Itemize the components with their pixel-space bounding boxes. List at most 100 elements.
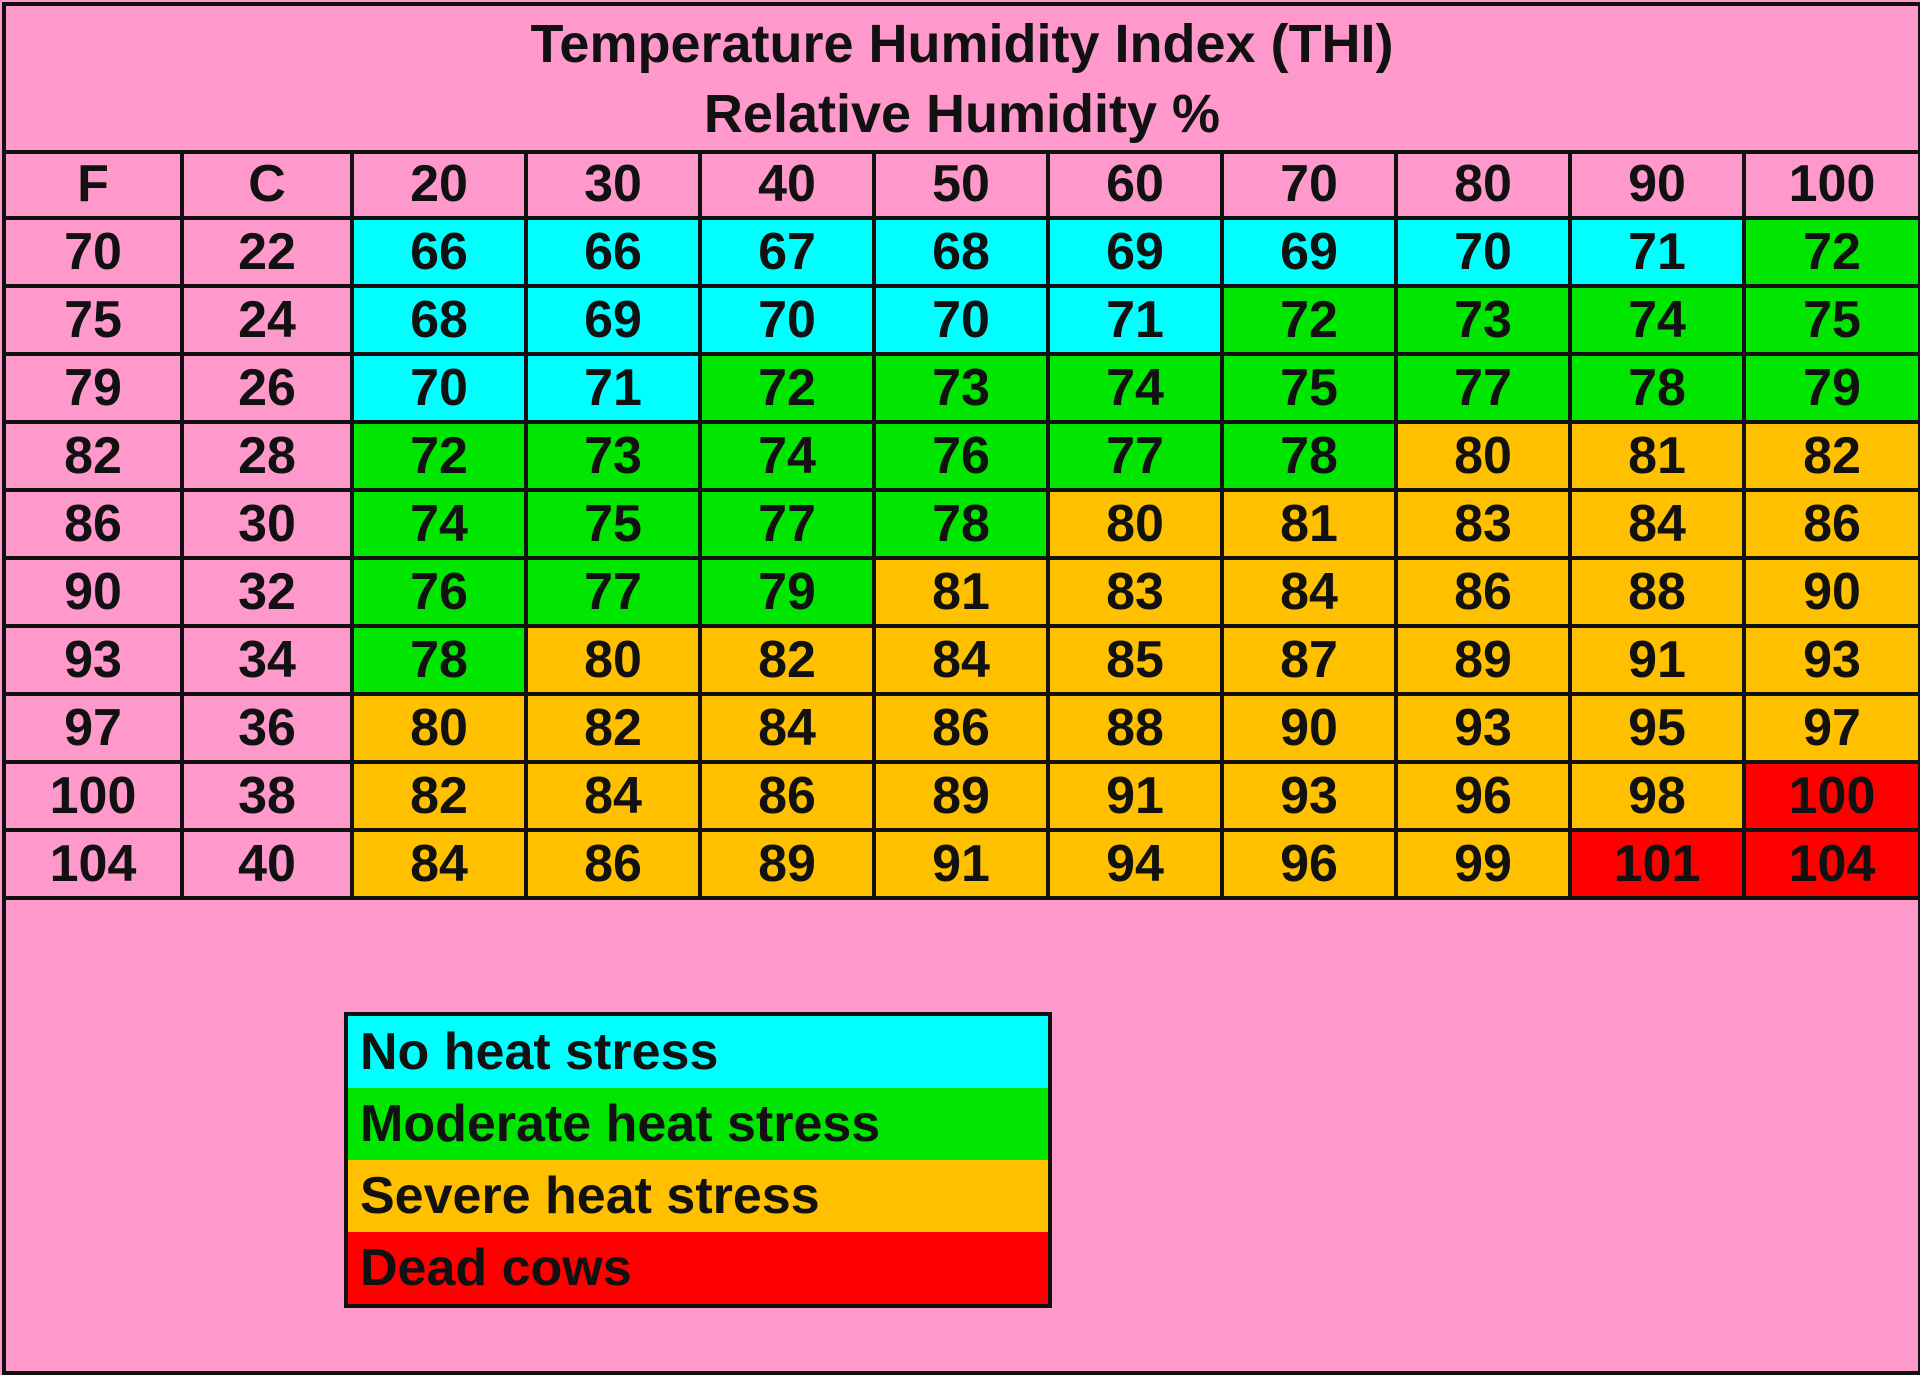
temp-f-cell: 79 [6, 352, 184, 424]
thi-cell: 72 [1742, 216, 1918, 288]
header-humidity: 40 [698, 152, 876, 220]
thi-cell: 89 [872, 760, 1050, 832]
header-humidity: 50 [872, 152, 1050, 220]
temp-f-cell: 100 [6, 760, 184, 832]
temp-f-cell: 93 [6, 624, 184, 696]
thi-cell: 86 [524, 828, 702, 900]
thi-cell: 78 [1220, 420, 1398, 492]
thi-cell: 81 [1568, 420, 1746, 492]
thi-cell: 84 [872, 624, 1050, 696]
temp-f-cell: 70 [6, 216, 184, 288]
temp-f-cell: 90 [6, 556, 184, 628]
table-row: 97 36 80 82 84 86 88 90 93 95 97 [6, 692, 1918, 764]
header-humidity: 100 [1742, 152, 1918, 220]
thi-cell: 100 [1742, 760, 1918, 832]
temp-c-cell: 36 [180, 692, 354, 764]
legend: No heat stress Moderate heat stress Severe… [344, 1012, 1052, 1308]
thi-cell: 71 [1046, 284, 1224, 356]
thi-cell: 67 [698, 216, 876, 288]
thi-cell: 91 [872, 828, 1050, 900]
table-row: 70 22 66 66 67 68 69 69 70 71 72 [6, 216, 1918, 288]
temp-c-cell: 38 [180, 760, 354, 832]
thi-cell: 77 [698, 488, 876, 560]
thi-cell: 84 [1220, 556, 1398, 628]
temp-f-cell: 104 [6, 828, 184, 900]
thi-cell: 70 [350, 352, 528, 424]
chart-title: Temperature Humidity Index (THI) [530, 14, 1394, 74]
thi-cell: 68 [350, 284, 528, 356]
legend-item: Severe heat stress [348, 1160, 1048, 1232]
thi-cell: 74 [350, 488, 528, 560]
legend-item: Moderate heat stress [348, 1088, 1048, 1160]
thi-cell: 70 [1394, 216, 1572, 288]
temp-c-cell: 26 [180, 352, 354, 424]
temp-f-cell: 75 [6, 284, 184, 356]
thi-cell: 81 [1220, 488, 1398, 560]
thi-cell: 73 [872, 352, 1050, 424]
header-humidity: 80 [1394, 152, 1572, 220]
thi-cell: 82 [1742, 420, 1918, 492]
header-humidity: 60 [1046, 152, 1224, 220]
thi-cell: 88 [1046, 692, 1224, 764]
thi-cell: 94 [1046, 828, 1224, 900]
thi-cell: 80 [1046, 488, 1224, 560]
thi-cell: 77 [1046, 420, 1224, 492]
header-humidity: 30 [524, 152, 702, 220]
thi-cell: 97 [1742, 692, 1918, 764]
thi-cell: 72 [1220, 284, 1398, 356]
thi-cell: 78 [350, 624, 528, 696]
thi-cell: 78 [1568, 352, 1746, 424]
thi-cell: 69 [1220, 216, 1398, 288]
thi-cell: 73 [524, 420, 702, 492]
thi-cell: 78 [872, 488, 1050, 560]
thi-cell: 84 [524, 760, 702, 832]
thi-cell: 70 [698, 284, 876, 356]
thi-cell: 69 [1046, 216, 1224, 288]
title-block: Temperature Humidity Index (THI) Relativ… [6, 6, 1918, 154]
thi-cell: 88 [1568, 556, 1746, 628]
thi-cell: 66 [350, 216, 528, 288]
temp-c-cell: 28 [180, 420, 354, 492]
thi-cell: 80 [524, 624, 702, 696]
temp-f-cell: 86 [6, 488, 184, 560]
thi-cell: 73 [1394, 284, 1572, 356]
thi-cell: 76 [350, 556, 528, 628]
thi-cell: 82 [698, 624, 876, 696]
thi-cell: 86 [872, 692, 1050, 764]
thi-cell: 95 [1568, 692, 1746, 764]
header-row: F C 20 30 40 50 60 70 80 90 100 [6, 152, 1918, 220]
thi-cell: 75 [1220, 352, 1398, 424]
thi-table: F C 20 30 40 50 60 70 80 90 100 70 22 66 66 67 68 69 69 70 7… [6, 152, 1918, 900]
thi-cell: 82 [350, 760, 528, 832]
table-row: 82 28 72 73 74 76 77 78 80 81 82 [6, 420, 1918, 492]
thi-cell: 77 [524, 556, 702, 628]
thi-cell: 68 [872, 216, 1050, 288]
temp-c-cell: 24 [180, 284, 354, 356]
thi-cell: 81 [872, 556, 1050, 628]
table-row: 79 26 70 71 72 73 74 75 77 78 79 [6, 352, 1918, 424]
temp-c-cell: 40 [180, 828, 354, 900]
thi-cell: 86 [1742, 488, 1918, 560]
thi-cell: 79 [1742, 352, 1918, 424]
thi-cell: 96 [1220, 828, 1398, 900]
table-row: 90 32 76 77 79 81 83 84 86 88 90 [6, 556, 1918, 628]
thi-cell: 83 [1394, 488, 1572, 560]
header-humidity: 70 [1220, 152, 1398, 220]
thi-cell: 96 [1394, 760, 1572, 832]
thi-cell: 89 [1394, 624, 1572, 696]
thi-cell: 74 [698, 420, 876, 492]
thi-cell: 87 [1220, 624, 1398, 696]
thi-cell: 86 [698, 760, 876, 832]
thi-cell: 84 [1568, 488, 1746, 560]
thi-cell: 82 [524, 692, 702, 764]
thi-cell: 86 [1394, 556, 1572, 628]
thi-cell: 74 [1046, 352, 1224, 424]
thi-cell: 72 [350, 420, 528, 492]
table-row: 86 30 74 75 77 78 80 81 83 84 86 [6, 488, 1918, 560]
temp-c-cell: 22 [180, 216, 354, 288]
thi-cell: 90 [1742, 556, 1918, 628]
thi-cell: 104 [1742, 828, 1918, 900]
thi-cell: 90 [1220, 692, 1398, 764]
thi-cell: 93 [1220, 760, 1398, 832]
